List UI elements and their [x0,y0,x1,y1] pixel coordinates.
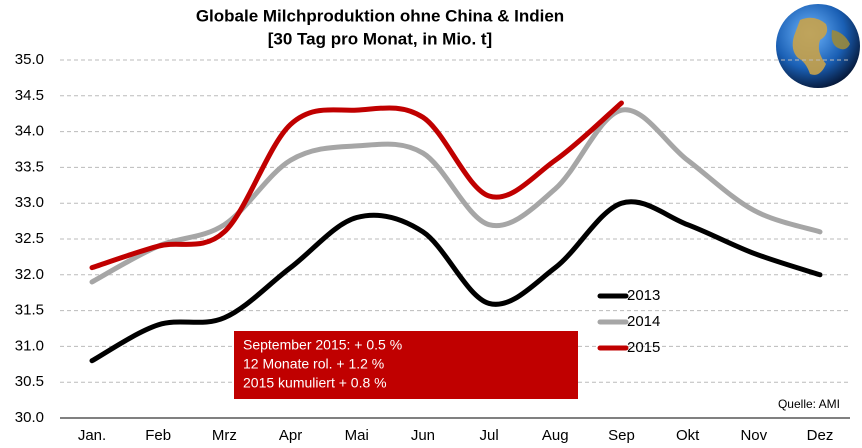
y-tick-label: 34.0 [15,123,44,140]
x-tick-label: Apr [279,427,302,444]
annotation-text: September 2015: + 0.5 % [243,337,402,353]
annotation-box [234,331,578,399]
x-tick-label: Jul [479,427,498,444]
x-tick-label: Jan. [78,427,106,444]
y-tick-label: 33.5 [15,158,44,175]
x-tick-label: Nov [740,427,767,444]
annotation-text: 2015 kumuliert + 0.8 % [243,375,387,391]
globe-icon [776,4,860,88]
y-tick-label: 34.5 [15,87,44,104]
legend-label: 2013 [627,287,660,304]
annotation-text: 12 Monate rol. + 1.2 % [243,356,384,372]
legend-label: 2015 [627,339,660,356]
y-tick-label: 35.0 [15,51,44,68]
x-tick-label: Dez [807,427,834,444]
x-tick-label: Jun [411,427,435,444]
x-tick-label: Mrz [212,427,237,444]
series-line [89,100,624,271]
x-tick-label: Aug [542,427,569,444]
x-tick-label: Okt [676,427,700,444]
y-tick-label: 30.0 [15,409,44,426]
y-tick-label: 33.0 [15,194,44,211]
legend-label: 2014 [627,313,660,330]
y-tick-label: 32.0 [15,266,44,283]
y-tick-label: 31.0 [15,337,44,354]
source: Quelle: AMI [778,397,840,411]
x-tick-label: Sep [608,427,635,444]
y-tick-label: 32.5 [15,230,44,247]
series-line [89,107,823,285]
chart-subtitle: [30 Tag pro Monat, in Mio. t] [268,29,492,48]
x-tick-label: Mai [345,427,369,444]
series-line [89,199,823,364]
y-tick-label: 30.5 [15,373,44,390]
chart-title: Globale Milchproduktion ohne China & Ind… [196,6,564,25]
x-tick-label: Feb [145,427,171,444]
y-tick-label: 31.5 [15,302,44,319]
